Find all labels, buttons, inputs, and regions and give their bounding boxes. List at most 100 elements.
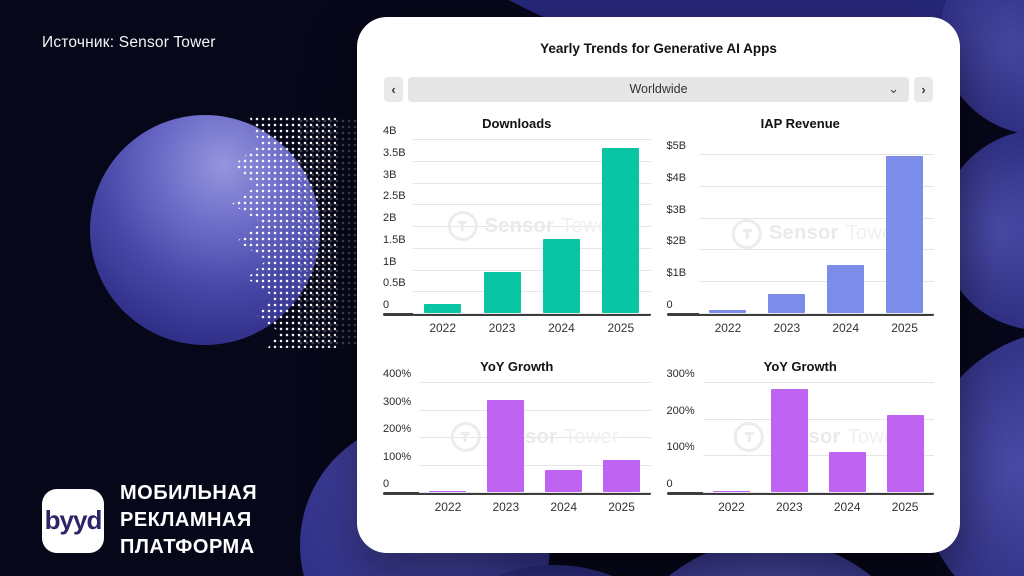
iap-revenue-bar-2022 — [709, 309, 747, 313]
x-axis-label: 2024 — [550, 500, 578, 514]
y-axis-tick: 200% — [666, 404, 695, 417]
x-axis-line — [666, 313, 934, 316]
y-axis-tick: 0 — [666, 478, 673, 490]
y-axis-tick: $4B — [666, 171, 687, 184]
y-axis-tick: 2B — [383, 212, 397, 224]
byyd-logo: byyd — [42, 488, 104, 553]
y-axis-tick: 100% — [383, 450, 412, 463]
x-axis-label: 2023 — [775, 500, 803, 514]
x-axis-label: 2025 — [891, 321, 918, 335]
gridline — [698, 185, 934, 187]
x-axis-line — [383, 492, 651, 495]
prev-region-button[interactable]: ‹ — [384, 77, 403, 102]
x-axis-label: 2025 — [607, 321, 635, 335]
downloads-yoy-bar-2022 — [429, 491, 467, 492]
gridline — [413, 269, 651, 271]
bars — [419, 382, 651, 492]
gridline — [413, 313, 651, 314]
downloads-yoy-bar-2025 — [603, 460, 641, 492]
gridline — [413, 226, 651, 227]
iap-revenue-bar-2024 — [827, 265, 865, 313]
chevron-down-icon: ⌄ — [888, 81, 899, 96]
brand-tagline-line: МОБИЛЬНАЯ — [120, 482, 258, 504]
revenue-yoy-bar-2023 — [770, 389, 808, 492]
x-axis-line — [383, 313, 651, 316]
y-axis-tick: 2.5B — [383, 190, 406, 203]
charts-grid: Downloads 4B 3.5B 3B 2.5B 2B 1.5B 1B 0.5B 0 Senso… — [357, 116, 960, 514]
y-axis-tick: $3B — [666, 203, 687, 216]
gridline — [419, 437, 651, 438]
revenue-yoy-bar-2024 — [828, 451, 866, 492]
gridline — [413, 291, 651, 293]
y-axis-tick: 0 — [383, 478, 390, 490]
gridline — [413, 139, 651, 140]
x-axis-label: 2023 — [488, 321, 516, 335]
brand-tagline-line: РЕКЛАМНАЯ — [120, 509, 252, 531]
x-axis-label: 2022 — [714, 321, 742, 335]
gridline — [413, 160, 651, 162]
gridline — [702, 492, 934, 493]
x-axis-labels: 2022 2023 2024 2025 — [419, 500, 651, 514]
region-selector: ‹ Worldwide ⌄ › — [384, 77, 933, 102]
bg-circle-bottom-center — [400, 565, 710, 576]
gridline — [698, 281, 934, 283]
gridline — [698, 249, 934, 251]
y-axis-tick: 3B — [383, 168, 397, 181]
x-axis-line — [666, 492, 934, 495]
downloads-bar-2022 — [424, 304, 462, 313]
next-region-button[interactable]: › — [914, 77, 933, 102]
gridline — [698, 217, 934, 219]
gridline — [413, 182, 651, 184]
x-axis-labels: 2022 2023 2024 2025 — [413, 321, 651, 335]
chart-downloads: Downloads 4B 3.5B 3B 2.5B 2B 1.5B 1B 0.5B 0 Senso… — [383, 116, 651, 335]
x-axis-label: 2023 — [773, 321, 801, 335]
bars — [413, 139, 651, 313]
x-axis-label: 2024 — [833, 500, 861, 514]
iap-revenue-bar-2023 — [768, 293, 806, 313]
chart-title: YoY Growth — [480, 359, 554, 374]
brand-footer: byyd МОБИЛЬНАЯ РЕКЛАМНАЯ ПЛАТФОРМА — [42, 480, 257, 561]
chart-downloads-yoy-growth: YoY Growth 400%300%200%100%0SensorTower … — [383, 359, 651, 514]
downloads-bar-2023 — [483, 271, 521, 313]
y-axis-tick: $5B — [666, 140, 687, 152]
downloads-bar-2025 — [602, 147, 640, 313]
y-axis-tick: 300% — [666, 368, 695, 380]
chart-title: YoY Growth — [763, 359, 837, 374]
gridline — [698, 154, 934, 155]
source-label: Источник: Sensor Tower — [42, 34, 216, 51]
y-axis-tick: 400% — [383, 368, 412, 380]
y-axis-tick: 4B — [383, 125, 397, 137]
card-title: Yearly Trends for Generative AI Apps — [540, 41, 777, 56]
y-axis-tick: 1.5B — [383, 233, 406, 246]
y-axis-tick: 300% — [383, 395, 412, 408]
gridline — [413, 204, 651, 206]
iap-revenue-bar-2025 — [886, 155, 924, 313]
region-select[interactable]: Worldwide ⌄ — [408, 77, 909, 102]
downloads-yoy-bar-2024 — [545, 470, 583, 492]
region-select-value: Worldwide — [629, 82, 688, 96]
chart-title: IAP Revenue — [760, 116, 840, 131]
gridline — [419, 492, 651, 493]
revenue-yoy-bar-2025 — [886, 415, 924, 492]
y-axis-tick: 100% — [666, 441, 695, 454]
chart-iap-revenue: IAP Revenue $5B $4B $3B $2B $1B 0 Sensor Tower … — [666, 116, 935, 335]
chart-plot: $5B $4B $3B $2B $1B 0 Sensor Tower — [667, 140, 934, 314]
y-axis-tick: 1B — [383, 255, 397, 268]
x-axis-label: 2022 — [429, 321, 457, 335]
brand-tagline-line: ПЛАТФОРМА — [120, 536, 255, 558]
analytics-card: Yearly Trends for Generative AI Apps ‹ W… — [357, 17, 960, 553]
chart-plot: 4B 3.5B 3B 2.5B 2B 1.5B 1B 0.5B 0 Sensor Tower — [383, 125, 651, 314]
gridline — [702, 382, 934, 383]
downloads-bar-2024 — [542, 239, 580, 313]
gridline — [419, 382, 651, 383]
byyd-logo-text: byyd — [44, 505, 103, 535]
x-axis-labels: 2022 2023 2024 2025 — [699, 321, 935, 335]
x-axis-label: 2025 — [608, 500, 635, 514]
x-axis-label: 2022 — [434, 500, 462, 514]
x-axis-labels: 2022 2023 2024 2025 — [703, 500, 935, 514]
y-axis-tick: $2B — [666, 235, 687, 248]
y-axis-tick: $1B — [666, 267, 687, 280]
x-axis-label: 2025 — [891, 500, 919, 514]
revenue-yoy-bar-2022 — [712, 491, 750, 492]
